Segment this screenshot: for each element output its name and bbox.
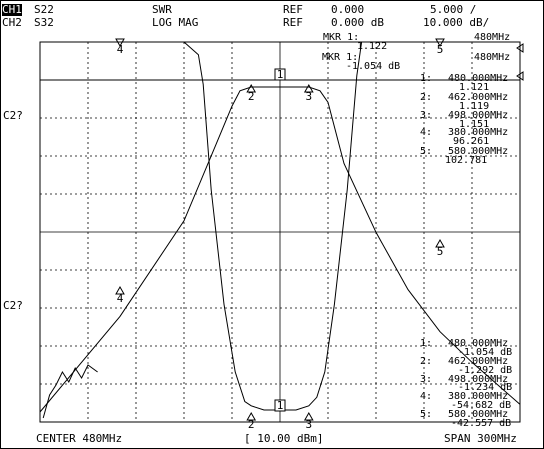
ch1-format: SWR [152, 3, 172, 16]
marker-3-triangle-s32 [303, 411, 314, 421]
marker-2-triangle-s22 [246, 83, 257, 93]
marker-2-triangle-s32 [246, 411, 257, 421]
ch2-marker-value: -1.054 dB [458, 347, 513, 358]
ch2-marker-value: -1.292 dB [458, 365, 513, 376]
trace-s22-swr [39, 86, 521, 413]
ch2-marker-value: -42.557 dB [451, 418, 512, 429]
ch1-marker-num: 3: [420, 110, 433, 121]
ch1-marker-freq: 580.000MHz [448, 146, 509, 157]
reference-arrow-ch1 [516, 71, 524, 81]
ch1-marker-value: 1.121 [459, 82, 490, 93]
mkr2-freq: 480MHz [474, 52, 511, 63]
ch1-marker-freq: 498.000MHz [448, 110, 509, 121]
ch1-marker-freq: 462.000MHz [448, 92, 509, 103]
marker-4-label-s32: 4 [117, 43, 124, 56]
ch2-marker-freq: 462.000MHz [448, 356, 509, 367]
ch1-marker-num: 4: [420, 127, 433, 138]
ch1-marker-num: 1: [420, 73, 433, 84]
ch2-marker-value: -1.234 dB [458, 382, 513, 393]
marker-1-label-s32-box [274, 399, 286, 412]
ch2-marker-freq: 480.000MHz [448, 338, 509, 349]
marker-5-label-s32: 5 [437, 43, 444, 56]
marker-2-label-s32: 2 [248, 418, 255, 431]
ch2-marker-num: 4: [420, 391, 433, 402]
marker-3-label-s32: 3 [305, 418, 312, 431]
ch1-marker-value: 1.151 [459, 119, 490, 130]
span-frequency: SPAN 300MHz [444, 432, 517, 445]
ch1-indicator[interactable]: CH1 [2, 3, 22, 16]
marker-3-triangle-s22 [303, 83, 314, 93]
trace-s32-logmag [40, 41, 520, 411]
marker-5-label-s22: 5 [437, 245, 444, 258]
marker-4-label-s22: 4 [117, 292, 124, 305]
marker-3-label-s22: 3 [305, 90, 312, 103]
ch1-marker-num: 2: [420, 92, 433, 103]
mkr1-freq: 480MHz [474, 32, 511, 43]
ch1-marker-value: 1.119 [459, 101, 490, 112]
ch1-scale: 5.000 / [430, 3, 477, 16]
marker-2-label-s22: 2 [248, 90, 255, 103]
ch2-indicator[interactable]: CH2 [2, 16, 22, 29]
ch2-marker-freq: 380.000MHz [448, 391, 509, 402]
source-power: [ 10.00 dBm] [244, 432, 324, 445]
ch2-marker-value: -54.682 dB [451, 400, 512, 411]
reference-arrow-ch2 [516, 43, 524, 53]
ch2-format: LOG MAG [152, 16, 199, 29]
ch1-ref-value: 0.000 [331, 3, 365, 16]
ch1-marker-freq: 380.000MHz [448, 127, 509, 138]
ch2-marker-num: 3: [420, 374, 433, 385]
ch1-param: S22 [34, 3, 54, 16]
ch2-marker-freq: 580.000MHz [448, 409, 509, 420]
ch1-marker-value: 102.781 [445, 155, 488, 166]
mkr1-value: 1.122 [357, 41, 388, 52]
marker-1-label-s32: 1 [277, 399, 284, 412]
ch2-marker-num: 5: [420, 409, 433, 420]
trace-s22-noise [42, 364, 98, 419]
ch2-scale: 10.000 dB/ [423, 16, 490, 29]
ch2-marker-freq: 498.000MHz [448, 374, 509, 385]
ch1-marker-freq: 480.000MHz [448, 73, 509, 84]
ch1-ref-label: REF [283, 3, 303, 16]
lower-side-label: C2? [3, 299, 23, 312]
marker-1-label-s22-box [274, 68, 286, 81]
upper-side-label: C2? [3, 109, 23, 122]
mkr2-label: MKR 1: [322, 52, 359, 63]
marker-4-triangle-s22 [115, 285, 125, 295]
ch1-marker-value: 96.261 [453, 136, 490, 147]
marker-1-label-s22: 1 [277, 68, 284, 81]
ch2-ref-value: 0.000 dB [331, 16, 384, 29]
ch2-ref-label: REF [283, 16, 303, 29]
marker-4-triangle-s32 [115, 38, 125, 48]
ch2-marker-num: 2: [420, 356, 433, 367]
mkr2-value: -1.054 dB [346, 61, 401, 72]
ch1-marker-num: 5: [420, 146, 433, 157]
ch2-marker-num: 1: [420, 338, 433, 349]
marker-5-triangle-s32 [435, 38, 445, 48]
center-frequency: CENTER 480MHz [36, 432, 123, 445]
mkr1-label: MKR 1: [323, 32, 360, 43]
ch2-param: S32 [34, 16, 54, 29]
marker-5-triangle-s22 [435, 238, 445, 248]
